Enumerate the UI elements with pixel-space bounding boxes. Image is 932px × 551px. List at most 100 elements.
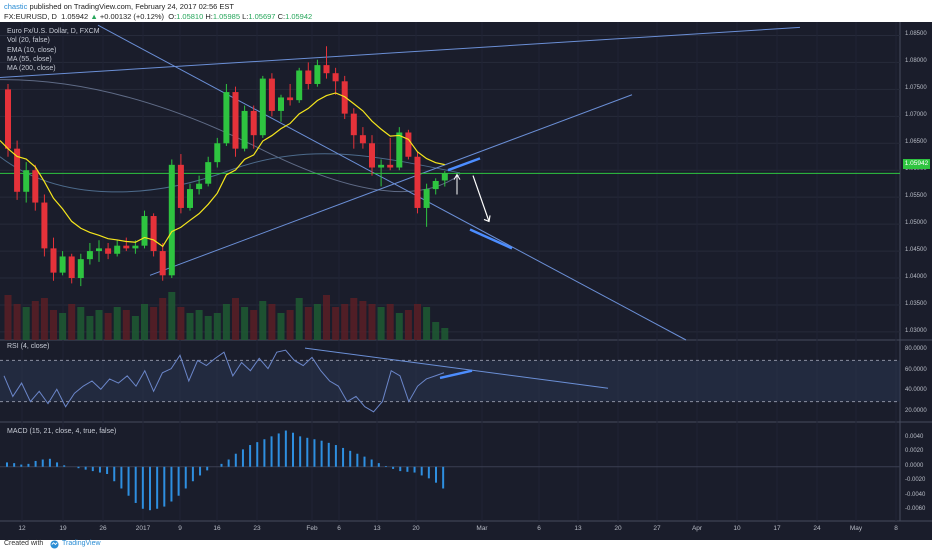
candle-body bbox=[114, 245, 121, 254]
candle-body bbox=[96, 248, 102, 252]
macd-axis-label: -0.0060 bbox=[905, 506, 926, 513]
date-axis-label: 13 bbox=[574, 525, 582, 532]
candle-body bbox=[5, 89, 11, 149]
candle-body bbox=[32, 170, 39, 203]
candle-body bbox=[214, 143, 221, 163]
candle-body bbox=[296, 70, 303, 101]
legend-ema[interactable]: EMA (10, close) bbox=[7, 46, 57, 54]
date-axis-label: 6 bbox=[337, 525, 341, 532]
price-axis-label: 1.04000 bbox=[905, 274, 927, 281]
rsi-axis-label: 40.0000 bbox=[905, 387, 927, 394]
legend-rsi[interactable]: RSI (4, close) bbox=[7, 343, 50, 350]
price-axis-label: 1.03500 bbox=[905, 300, 927, 307]
volume-bar bbox=[286, 310, 294, 340]
volume-bar bbox=[359, 301, 367, 340]
candle-body bbox=[77, 259, 84, 279]
author-link[interactable]: chastic bbox=[4, 2, 28, 11]
candle-body bbox=[387, 164, 394, 168]
candle-body bbox=[223, 92, 230, 144]
date-axis-label: 6 bbox=[537, 525, 541, 532]
down-arrow-head bbox=[483, 215, 491, 223]
volume-bar bbox=[195, 310, 203, 340]
ma200-line bbox=[0, 79, 461, 193]
volume-bar bbox=[113, 307, 121, 340]
candle-body bbox=[250, 110, 257, 136]
volume-bar bbox=[313, 304, 321, 340]
candle-body bbox=[141, 216, 148, 246]
date-axis-label: 20 bbox=[614, 525, 622, 532]
candle-body bbox=[23, 170, 30, 192]
up-triangle-icon: ▲ bbox=[90, 12, 98, 21]
candle-body bbox=[359, 135, 366, 144]
date-axis-label: May bbox=[849, 525, 863, 532]
volume-bar bbox=[13, 304, 21, 340]
rsi-trendline bbox=[304, 347, 609, 389]
volume-bar bbox=[341, 304, 349, 340]
price-axis-label: 1.06500 bbox=[905, 139, 927, 146]
macd-axis-label: 0.0020 bbox=[905, 448, 924, 455]
price-axis-label: 1.07500 bbox=[905, 85, 927, 92]
candle-body bbox=[305, 70, 312, 84]
candle-body bbox=[441, 173, 448, 181]
macd-axis-label: 0.0000 bbox=[905, 462, 924, 469]
publish-line: chastic published on TradingView.com, Fe… bbox=[4, 2, 234, 11]
projection-segment bbox=[447, 157, 481, 172]
footer-brand[interactable]: TradingView bbox=[62, 540, 101, 547]
volume-bar bbox=[77, 307, 85, 340]
volume-bar bbox=[213, 313, 221, 340]
candle-body bbox=[432, 181, 439, 190]
date-axis-label: 23 bbox=[253, 525, 261, 532]
volume-bar bbox=[168, 292, 176, 340]
chart-canvas[interactable] bbox=[0, 22, 932, 540]
candle-body bbox=[196, 183, 203, 190]
candle-body bbox=[14, 148, 21, 192]
volume-bar bbox=[141, 304, 148, 340]
candle-body bbox=[150, 216, 157, 252]
candle-body bbox=[205, 162, 212, 184]
volume-bar bbox=[31, 301, 39, 340]
legend-ma55[interactable]: MA (55, close) bbox=[7, 55, 52, 63]
ma55-line bbox=[0, 153, 461, 193]
volume-bar bbox=[222, 304, 230, 340]
rsi-axis-label: 20.0000 bbox=[905, 407, 927, 414]
candle-body bbox=[50, 248, 57, 273]
date-axis-label: 8 bbox=[894, 525, 898, 532]
volume-bar bbox=[368, 304, 376, 340]
volume-bar bbox=[232, 298, 239, 340]
candle-body bbox=[414, 156, 421, 208]
price-axis-label: 1.03000 bbox=[905, 327, 927, 334]
candle-body bbox=[278, 97, 284, 111]
volume-bar bbox=[204, 316, 212, 340]
open-value: 1.05810 bbox=[176, 12, 204, 21]
date-axis-label: 2017 bbox=[135, 525, 151, 532]
candle-body bbox=[378, 164, 385, 168]
volume-bar bbox=[4, 295, 12, 340]
volume-bar bbox=[40, 298, 48, 340]
volume-bar bbox=[150, 307, 158, 340]
rsi-axis-label: 80.0000 bbox=[905, 346, 927, 353]
volume-bar bbox=[50, 310, 57, 340]
price-axis-label: 1.06000 bbox=[905, 166, 927, 173]
legend-ma200[interactable]: MA (200, close) bbox=[7, 65, 56, 73]
volume-bar bbox=[259, 301, 267, 340]
footer-created: Created with bbox=[4, 540, 44, 547]
price-axis-label: 1.07000 bbox=[905, 112, 927, 119]
volume-bar bbox=[59, 313, 67, 340]
date-axis-label: 12 bbox=[18, 525, 26, 532]
candle-body bbox=[350, 113, 357, 136]
price-axis-label: 1.08000 bbox=[905, 58, 927, 65]
legend-vol[interactable]: Vol (20, false) bbox=[7, 37, 50, 45]
volume-bar bbox=[295, 298, 303, 340]
volume-bar bbox=[241, 307, 249, 340]
legend-macd[interactable]: MACD (15, 21, close, 4, true, false) bbox=[7, 428, 117, 435]
volume-bar bbox=[277, 313, 285, 340]
volume-bar bbox=[304, 307, 312, 340]
chart-area[interactable]: Euro Fx/U.S. Dollar, D, FXCM Vol (20, fa… bbox=[0, 22, 932, 540]
date-axis-label: 26 bbox=[99, 525, 107, 532]
candle-body bbox=[105, 248, 112, 254]
volume-bar bbox=[323, 295, 330, 340]
candle-body bbox=[259, 78, 266, 136]
volume-bar bbox=[104, 313, 112, 340]
legend-title: Euro Fx/U.S. Dollar, D, FXCM bbox=[7, 28, 100, 35]
date-axis-label: 17 bbox=[773, 525, 781, 532]
